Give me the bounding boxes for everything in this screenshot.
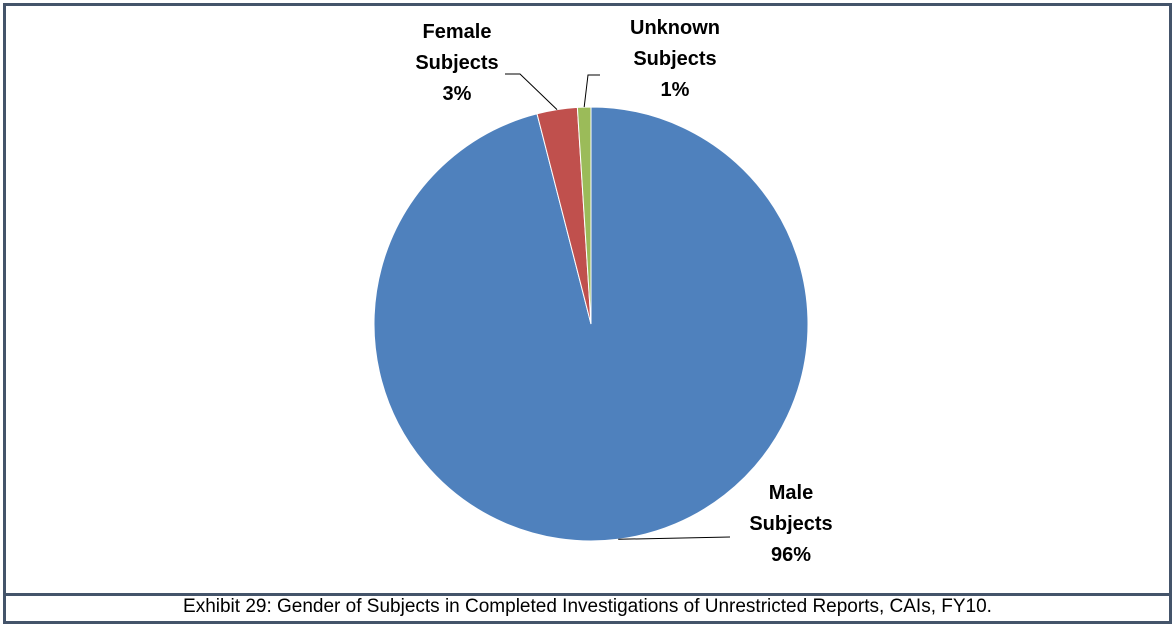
leader-line <box>618 536 731 540</box>
slice-category: Male Subjects <box>749 482 833 535</box>
slice-category: Unknown Subjects <box>630 17 720 70</box>
leader-line <box>583 74 600 108</box>
leader-line <box>505 73 558 111</box>
slice-value-label: 96% <box>770 544 812 566</box>
slice-category: Female Subjects <box>415 21 499 74</box>
slice-label: Female Subjects 3% <box>392 17 522 110</box>
chart-frame <box>3 3 1172 596</box>
slice-value-label: 3% <box>442 83 472 105</box>
slice-label: Unknown Subjects 1% <box>610 13 740 106</box>
slice-label: Male Subjects 96% <box>726 478 856 571</box>
caption: Exhibit 29: Gender of Subjects in Comple… <box>3 593 1172 624</box>
slice-value-label: 1% <box>660 79 690 101</box>
